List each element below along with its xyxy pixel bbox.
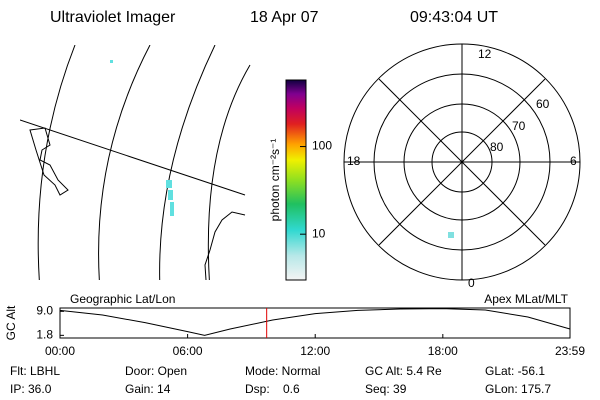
mlt-label: 12 [478, 47, 492, 61]
mlt-label: 6 [570, 154, 577, 168]
lat-label: 60 [536, 97, 550, 111]
altitude-line [59, 308, 571, 336]
status-field: Door: Open [125, 364, 187, 378]
mlt-label: 18 [347, 154, 361, 168]
y-tick-label: 9.0 [36, 304, 53, 318]
map [20, 45, 251, 280]
status-field: GLat: -56.1 [485, 364, 545, 378]
panel-title: Apex MLat/MLT [484, 292, 568, 306]
alt-ylabel: GC Alt [4, 305, 18, 340]
mlt-label: 0 [468, 276, 475, 290]
date: 18 Apr 07 [250, 9, 319, 26]
title: Ultraviolet Imager [50, 9, 176, 26]
status-field: GC Alt: 5.4 Re [365, 364, 442, 378]
status-field: Seq: 39 [365, 382, 407, 396]
y-tick-label: 1.8 [36, 328, 53, 342]
status-field: Flt: LBHL [10, 364, 60, 378]
colorbar-tick-label: 100 [312, 139, 332, 153]
x-tick-label: 23:59 [555, 344, 585, 358]
panel-title: Geographic Lat/Lon [70, 292, 175, 306]
colorbar-tick-label: 10 [312, 226, 326, 240]
x-tick-label: 18:00 [428, 344, 458, 358]
x-tick-label: 06:00 [173, 344, 203, 358]
x-tick-label: 12:00 [300, 344, 330, 358]
status-field: Dsp: 0.6 [245, 382, 300, 396]
colorbar-label: photon cm⁻²s⁻¹ [268, 139, 282, 222]
polar-grid [343, 43, 581, 281]
status-field: GLon: 175.7 [485, 382, 551, 396]
colorbar [285, 79, 307, 281]
status-field: Mode: Normal [245, 364, 320, 378]
x-tick-label: 00:00 [45, 344, 75, 358]
alt-frame [59, 307, 571, 339]
time: 09:43:04 UT [410, 9, 498, 26]
status-field: Gain: 14 [125, 382, 171, 396]
lat-label: 80 [490, 140, 504, 154]
lat-label: 70 [512, 119, 526, 133]
status-field: IP: 36.0 [10, 382, 52, 396]
